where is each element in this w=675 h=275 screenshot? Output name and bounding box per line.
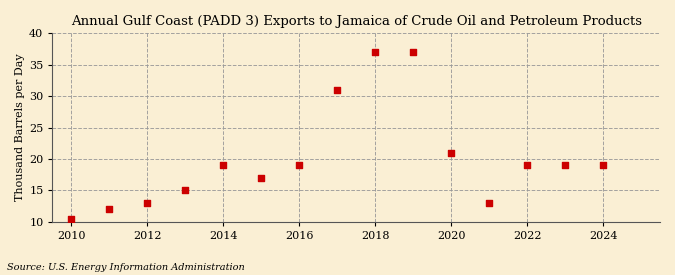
Point [522, 163, 533, 167]
Point [484, 201, 495, 205]
Point [66, 216, 77, 221]
Point [104, 207, 115, 211]
Y-axis label: Thousand Barrels per Day: Thousand Barrels per Day [15, 54, 25, 201]
Point [218, 163, 229, 167]
Title: Annual Gulf Coast (PADD 3) Exports to Jamaica of Crude Oil and Petroleum Product: Annual Gulf Coast (PADD 3) Exports to Ja… [71, 15, 642, 28]
Text: Source: U.S. Energy Information Administration: Source: U.S. Energy Information Administ… [7, 263, 244, 272]
Point [294, 163, 304, 167]
Point [370, 50, 381, 54]
Point [256, 175, 267, 180]
Point [180, 188, 191, 192]
Point [560, 163, 570, 167]
Point [446, 150, 456, 155]
Point [332, 88, 343, 92]
Point [408, 50, 418, 54]
Point [142, 201, 153, 205]
Point [597, 163, 608, 167]
